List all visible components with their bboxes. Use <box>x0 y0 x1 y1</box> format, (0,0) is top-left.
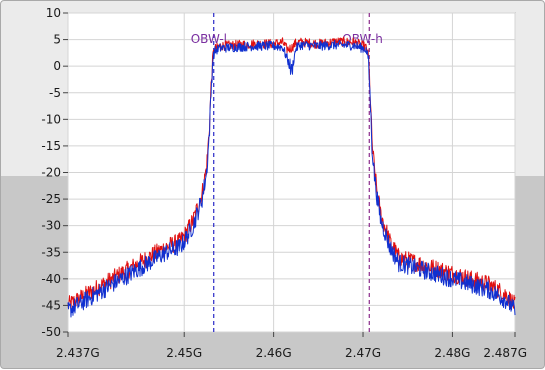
x-axis-ticks: 2.437G 2.45G 2.46G 2.47G 2.48G 2.487G <box>56 332 527 360</box>
obw-marker-label: OBW-l <box>191 32 227 46</box>
x-tick-label: 2.46G <box>256 346 292 360</box>
y-axis-ticks: 10 5 0 -5 -10 -15 -20 -25 -30 -35 -40 -45 -50 <box>41 6 68 339</box>
y-tick-label: -30 <box>41 219 61 233</box>
y-tick-label: -10 <box>41 112 61 126</box>
spectrum-trace <box>67 39 516 318</box>
y-tick-label: -40 <box>41 272 61 286</box>
y-tick-label: -50 <box>41 325 61 339</box>
x-tick-label: 2.48G <box>434 346 470 360</box>
x-tick-label: 2.47G <box>345 346 381 360</box>
series-lines <box>67 36 516 318</box>
spectrum-trace <box>67 36 516 311</box>
x-tick-label: 2.45G <box>166 346 202 360</box>
y-tick-label: -25 <box>41 192 61 206</box>
y-tick-label: 0 <box>53 59 61 73</box>
x-tick-label: 2.487G <box>483 346 527 360</box>
y-tick-label: -20 <box>41 166 61 180</box>
y-tick-label: -45 <box>41 298 61 312</box>
x-tick-label: 2.437G <box>56 346 100 360</box>
y-tick-label: -15 <box>41 139 61 153</box>
y-tick-label: -35 <box>41 245 61 259</box>
y-tick-label: 10 <box>46 6 61 20</box>
y-tick-label: -5 <box>49 86 61 100</box>
y-tick-label: 5 <box>53 33 61 47</box>
